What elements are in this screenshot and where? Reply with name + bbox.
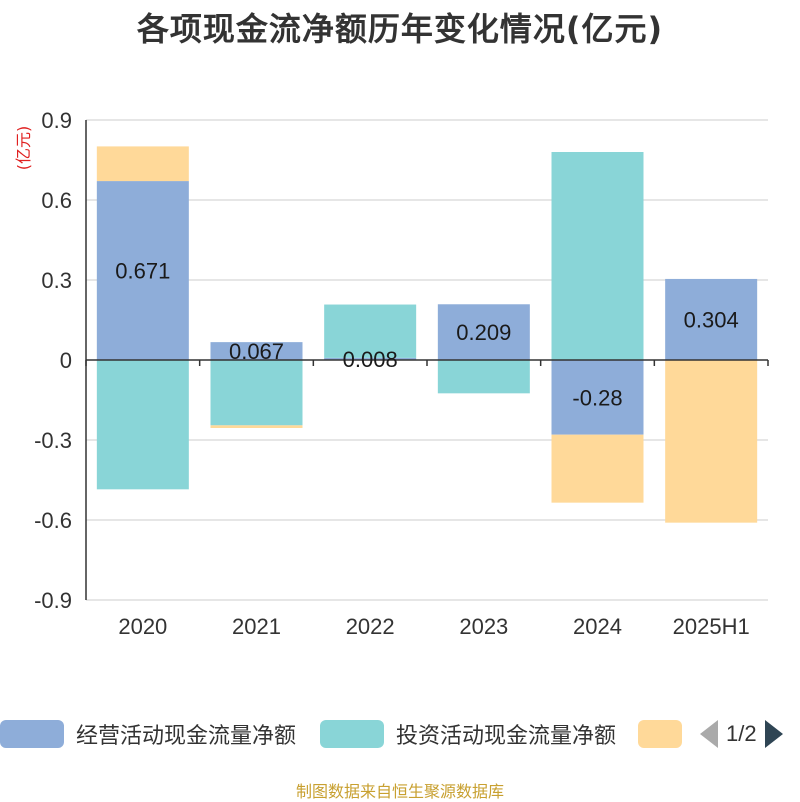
legend-label-investing: 投资活动现金流量净额 — [396, 724, 617, 749]
x-tick-label: 2020 — [118, 614, 167, 639]
x-tick-label: 2025H1 — [673, 614, 750, 639]
x-tick-label: 2024 — [573, 614, 622, 639]
legend-page-indicator: 1/2 — [726, 721, 757, 746]
legend-swatch-investing — [320, 720, 384, 748]
bar-investing-2021 — [210, 360, 303, 426]
legend-swatch-financing — [638, 720, 682, 748]
x-tick-label: 2023 — [459, 614, 508, 639]
legend-prev-page-icon[interactable] — [700, 720, 718, 748]
legend: 经营活动现金流量净额 投资活动现金流量净额 1/2 — [0, 716, 800, 752]
y-tick-label: -0.9 — [34, 588, 72, 613]
y-tick-label: 0.6 — [41, 188, 72, 213]
legend-pager: 1/2 — [700, 716, 783, 752]
bar-financing-2025H1 — [665, 360, 758, 523]
bar-operating-2022 — [324, 357, 417, 360]
data-label: 0.067 — [229, 339, 284, 364]
bar-financing-2021 — [210, 425, 303, 428]
legend-item-investing[interactable]: 投资活动现金流量净额 — [320, 716, 616, 752]
data-source-note: 制图数据来自恒生聚源数据库 — [295, 782, 504, 801]
data-label: 0.008 — [343, 347, 398, 372]
legend-item-financing[interactable] — [638, 716, 682, 752]
bar-operating-2020 — [96, 181, 189, 360]
data-label: 0.671 — [115, 259, 170, 284]
bar-investing-2022 — [324, 304, 417, 358]
bar-operating-2021 — [210, 342, 303, 360]
bar-financing-2020 — [96, 146, 189, 182]
y-tick-label: -0.6 — [34, 508, 72, 533]
legend-next-page-icon[interactable] — [764, 720, 783, 748]
x-tick-label: 2022 — [346, 614, 395, 639]
y-tick-label: 0.9 — [41, 108, 72, 133]
legend-item-operating[interactable]: 经营活动现金流量净额 — [0, 716, 296, 752]
y-tick-label: -0.3 — [34, 428, 72, 453]
bar-operating-2023 — [437, 304, 530, 360]
chart-title: 各项现金流净额历年变化情况(亿元) — [136, 10, 664, 48]
y-tick-label: 0 — [60, 348, 72, 373]
x-tick-label: 2021 — [232, 614, 281, 639]
legend-label-operating: 经营活动现金流量净额 — [76, 724, 297, 749]
data-label: 0.209 — [456, 320, 511, 345]
bar-investing-2024 — [551, 152, 644, 360]
data-label: -0.28 — [572, 385, 622, 410]
chart-plot: 0.9 0.6 0.3 0 -0.3 -0.6 -0.9 2020 2021 2022 2023 20… — [34, 108, 769, 639]
data-label: 0.304 — [684, 307, 739, 332]
bar-financing-2024 — [551, 434, 644, 503]
bar-operating-2024 — [551, 360, 644, 435]
legend-swatch-operating — [0, 720, 64, 748]
bar-investing-2023 — [437, 360, 530, 394]
y-tick-label: 0.3 — [41, 268, 72, 293]
bar-operating-2025H1 — [665, 278, 758, 360]
bar-investing-2020 — [96, 360, 189, 490]
